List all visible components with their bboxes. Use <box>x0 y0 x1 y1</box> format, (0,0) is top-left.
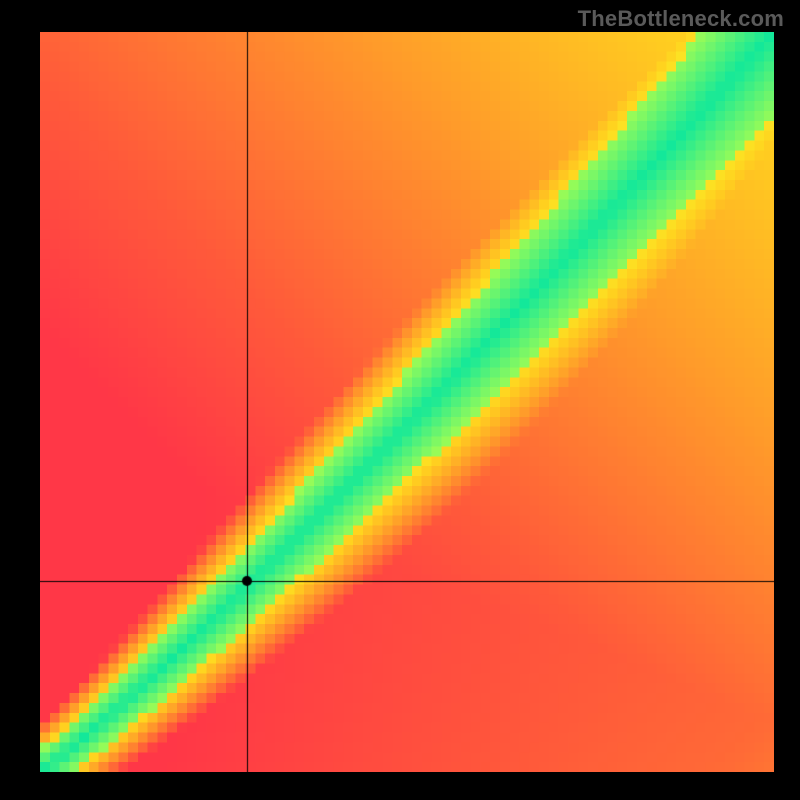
crosshair-overlay <box>40 32 774 772</box>
chart-container: TheBottleneck.com <box>0 0 800 800</box>
plot-frame <box>40 32 774 772</box>
watermark-text: TheBottleneck.com <box>578 6 784 32</box>
